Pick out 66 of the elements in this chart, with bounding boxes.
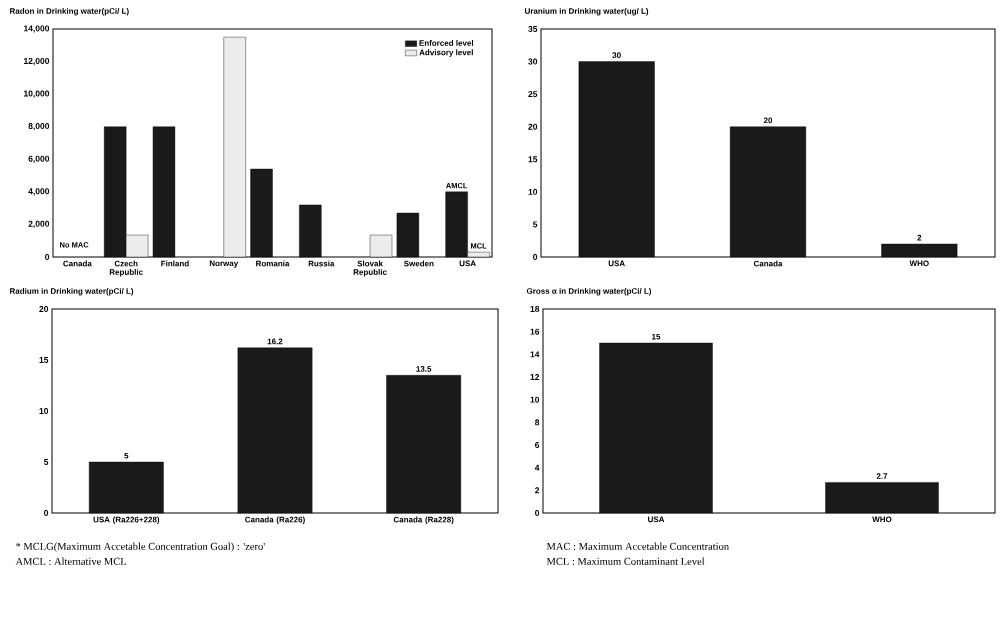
x-tick-label: Canada (Ra226): [245, 516, 305, 524]
y-tick-label: 5: [44, 459, 49, 465]
chart-title: Gross α in Drinking water(pCi/ L): [526, 287, 652, 296]
chart-title: Uranium in Drinking water(ug/ L): [525, 7, 649, 16]
text: MCL : Maximum Contaminant Level: [546, 557, 705, 565]
y-tick-label: 35: [528, 25, 538, 33]
chart-title: Radon in Drinking water(pCi/ L): [10, 7, 129, 16]
y-tick-label: 8: [535, 419, 540, 426]
x-tick-label: Slovak Republic: [353, 260, 387, 277]
data-label: 5: [124, 452, 129, 459]
x-tick-label: USA: [648, 516, 665, 523]
x-tick-label: Russia: [308, 260, 335, 267]
x-tick-label: USA: [608, 260, 625, 267]
y-tick-label: 12: [530, 374, 540, 380]
y-tick-label: 0: [45, 254, 50, 260]
y-tick-label: 25: [528, 91, 538, 98]
y-tick-label: 2,000: [28, 220, 50, 229]
y-tick-label: 15: [39, 357, 49, 363]
chart-title: Radium in Drinking water(pCi/ L): [10, 287, 134, 296]
x-tick-label: Norway: [209, 260, 239, 268]
y-tick-label: 8,000: [28, 123, 50, 131]
y-tick-label: 6,000: [28, 155, 50, 163]
y-tick-label: 30: [528, 58, 538, 65]
x-tick-label: WHO: [872, 516, 892, 523]
y-tick-label: 0: [533, 253, 538, 260]
data-label: 15: [652, 333, 661, 340]
data-label: 2.7: [876, 473, 888, 479]
y-tick-label: 10: [528, 188, 538, 195]
text: * MCLG(Maximum Accetable Concentration Goal) : 'zero': [16, 542, 265, 553]
text: MAC : Maximum Accetable Concentration: [546, 542, 729, 550]
data-label: 13.5: [416, 366, 432, 372]
y-tick-label: 0: [535, 510, 540, 516]
x-tick-label: Canada: [753, 260, 783, 267]
x-tick-label: Romania: [256, 260, 290, 267]
legend-label: Advisory level: [419, 49, 473, 57]
y-tick-label: 10,000: [24, 90, 50, 98]
x-tick-label: Czech Republic: [109, 260, 143, 277]
x-tick-label: Canada: [63, 260, 92, 267]
legend-label: Enforced level: [419, 40, 474, 46]
data-label: 2: [917, 234, 922, 241]
y-tick-label: 10: [530, 396, 540, 403]
y-tick-label: 15: [528, 156, 538, 163]
y-tick-label: 5: [533, 221, 538, 228]
x-tick-label: WHO: [909, 260, 929, 267]
text: AMCL : Alternative MCL: [15, 557, 126, 565]
data-label: 30: [612, 52, 621, 59]
y-tick-label: 20: [528, 123, 538, 130]
y-tick-label: 20: [39, 306, 49, 313]
data-label: 16.2: [267, 338, 283, 345]
y-tick-label: 16: [530, 328, 540, 335]
x-tick-label: Sweden: [403, 260, 434, 267]
y-tick-label: 2: [535, 487, 540, 494]
y-tick-label: 4: [534, 464, 540, 471]
y-tick-label: 12,000: [24, 57, 50, 66]
y-tick-label: 4,000: [28, 188, 50, 196]
y-tick-label: 6: [535, 442, 540, 448]
x-tick-label: Canada (Ra228): [393, 516, 454, 524]
y-tick-label: 18: [530, 306, 540, 312]
y-tick-label: 0: [44, 510, 49, 516]
y-tick-label: 14: [530, 351, 540, 358]
y-tick-label: 14,000: [24, 25, 50, 33]
x-tick-label: Finland: [161, 260, 189, 267]
data-label: 20: [763, 117, 773, 124]
y-tick-label: 10: [39, 408, 49, 415]
x-tick-label: USA: [459, 260, 476, 267]
x-tick-label: USA (Ra226+228): [93, 516, 160, 524]
